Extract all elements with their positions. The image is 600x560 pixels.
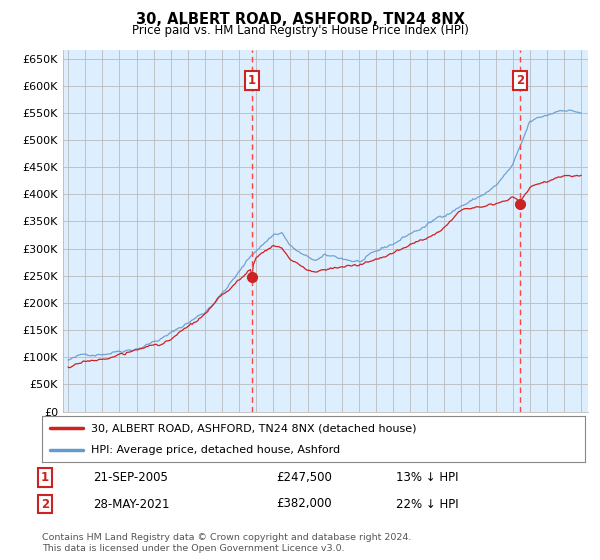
Text: £247,500: £247,500	[276, 470, 332, 484]
Text: Contains HM Land Registry data © Crown copyright and database right 2024.
This d: Contains HM Land Registry data © Crown c…	[42, 533, 412, 553]
Text: 13% ↓ HPI: 13% ↓ HPI	[396, 470, 458, 484]
Text: 1: 1	[41, 470, 49, 484]
Text: 22% ↓ HPI: 22% ↓ HPI	[396, 497, 458, 511]
Text: 2: 2	[41, 497, 49, 511]
Text: Price paid vs. HM Land Registry's House Price Index (HPI): Price paid vs. HM Land Registry's House …	[131, 24, 469, 36]
Text: 21-SEP-2005: 21-SEP-2005	[93, 470, 168, 484]
Text: 2: 2	[516, 74, 524, 87]
Text: HPI: Average price, detached house, Ashford: HPI: Average price, detached house, Ashf…	[91, 445, 340, 455]
Text: 30, ALBERT ROAD, ASHFORD, TN24 8NX: 30, ALBERT ROAD, ASHFORD, TN24 8NX	[136, 12, 464, 27]
Text: 1: 1	[248, 74, 256, 87]
Text: 30, ALBERT ROAD, ASHFORD, TN24 8NX (detached house): 30, ALBERT ROAD, ASHFORD, TN24 8NX (deta…	[91, 423, 416, 433]
Text: 28-MAY-2021: 28-MAY-2021	[93, 497, 170, 511]
Text: £382,000: £382,000	[276, 497, 332, 511]
